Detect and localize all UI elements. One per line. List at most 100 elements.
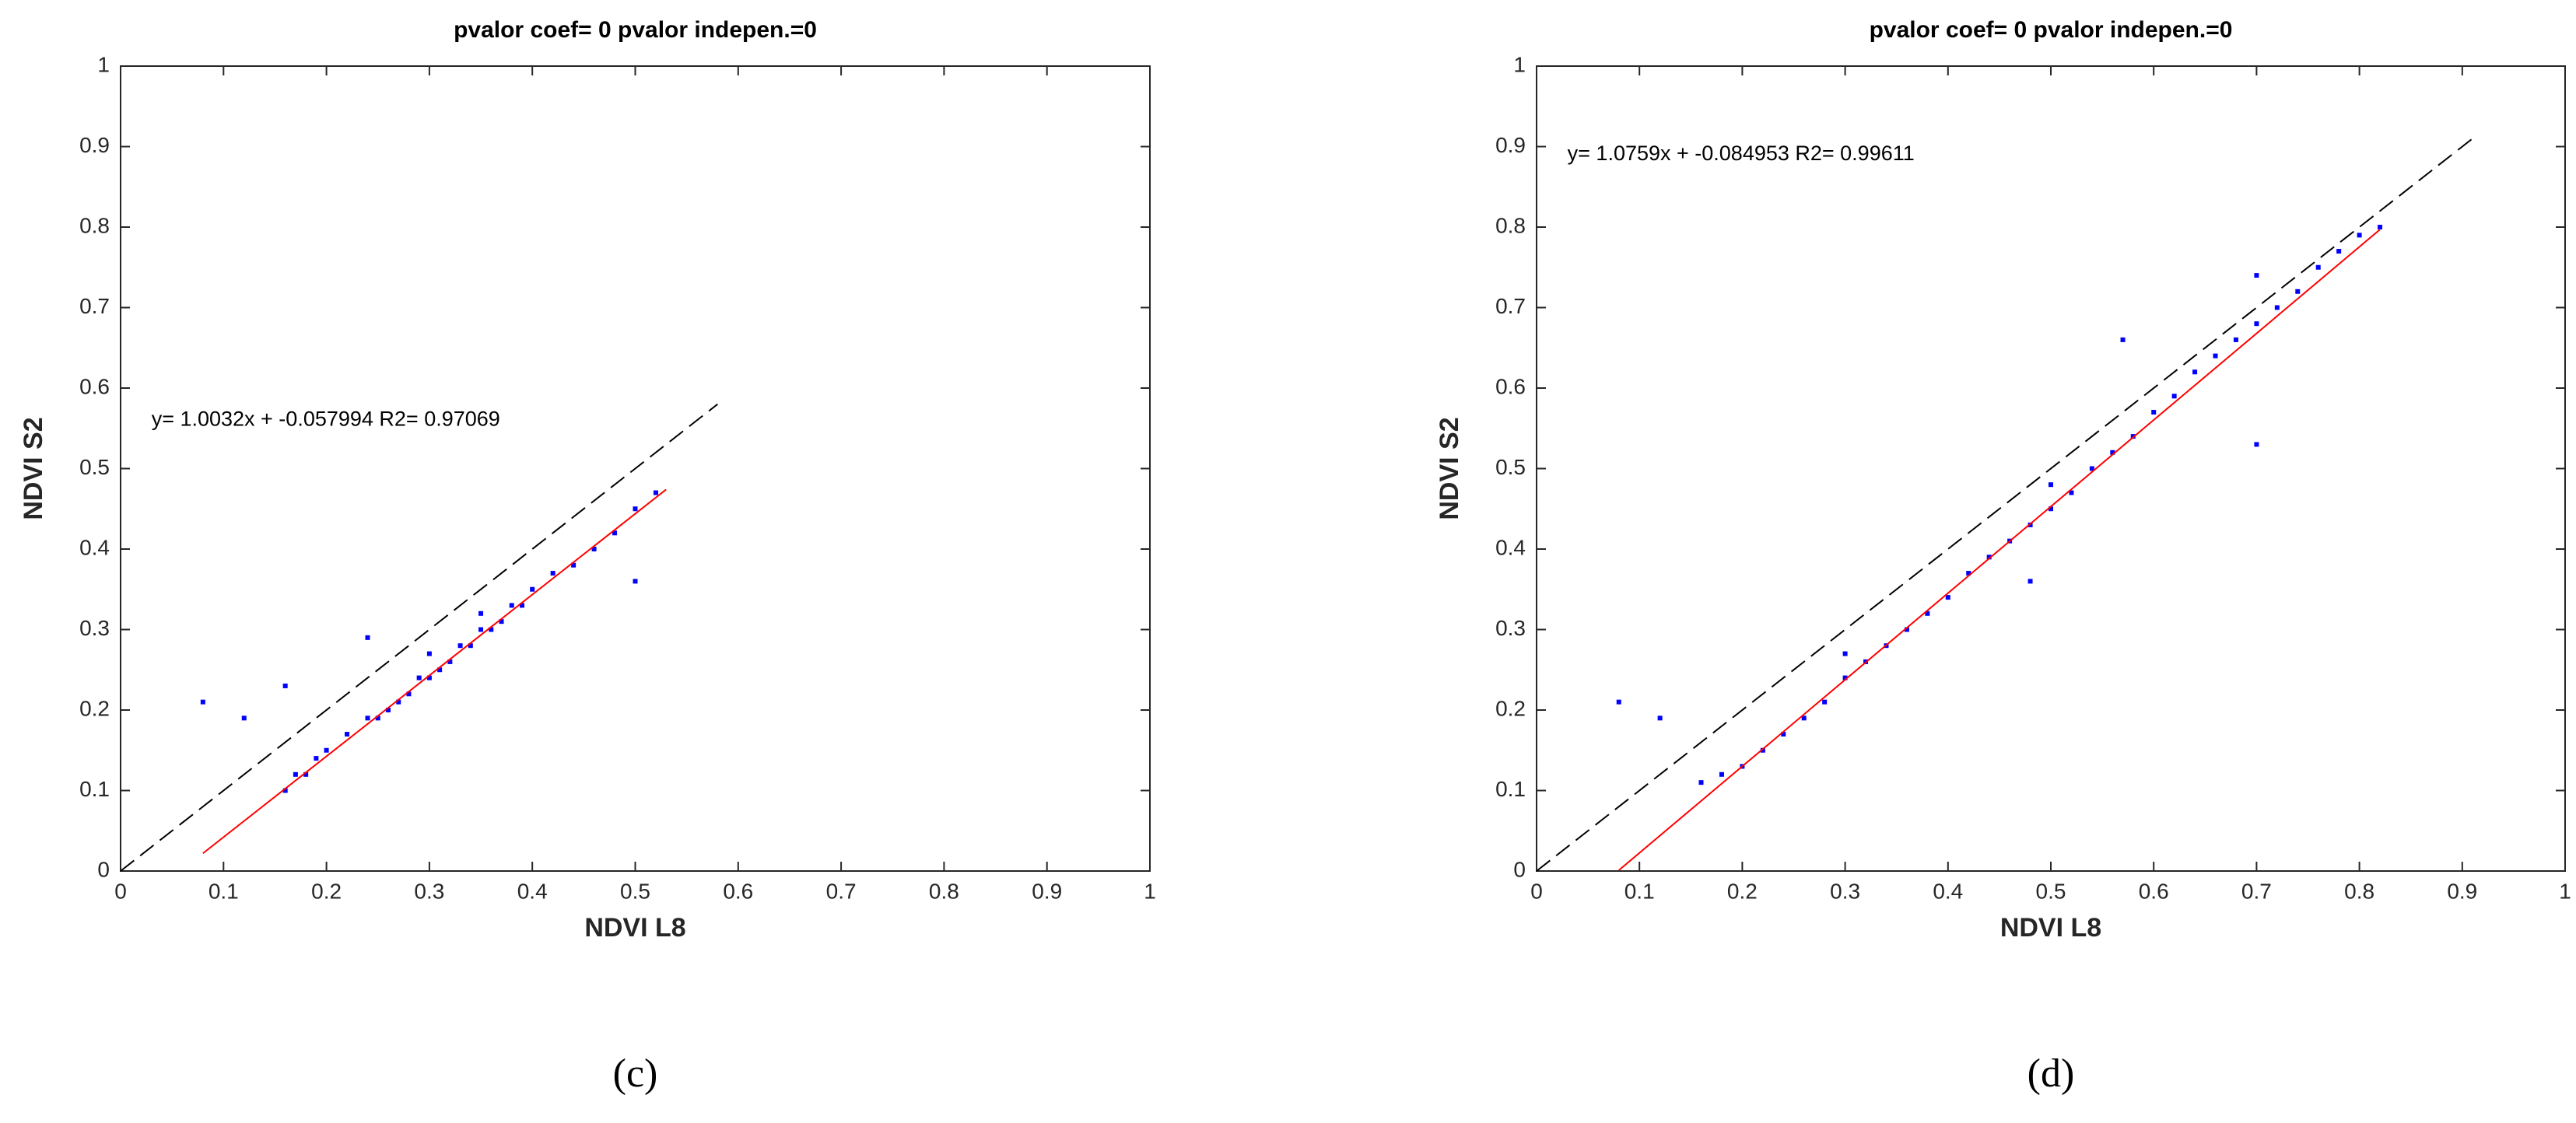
scatter-point xyxy=(1904,627,1909,632)
x-tick-label: 1 xyxy=(1144,879,1156,903)
scatter-point xyxy=(478,627,484,632)
scatter-point xyxy=(365,715,370,721)
x-tick-label: 0.7 xyxy=(826,879,857,903)
x-tick-label: 0.6 xyxy=(723,879,753,903)
scatter-point xyxy=(2069,490,2074,495)
scatter-point xyxy=(633,506,638,512)
scatter-point xyxy=(2089,466,2094,471)
scatter-point xyxy=(282,683,288,688)
scatter-point xyxy=(2049,482,2053,488)
scatter-point xyxy=(447,659,453,664)
scatter-point xyxy=(591,547,597,551)
scatter-point xyxy=(437,667,443,673)
scatter-point xyxy=(365,635,370,640)
y-tick-label: 0.1 xyxy=(1495,777,1526,801)
scatter-point xyxy=(303,771,309,777)
fit-line xyxy=(1618,229,2381,871)
y-tick-label: 0.7 xyxy=(1495,294,1526,318)
y-tick-label: 0.2 xyxy=(79,696,110,720)
scatter-point xyxy=(633,579,638,584)
y-tick-label: 0.8 xyxy=(1495,213,1526,237)
chart-title: pvalor coef= 0 pvalor indepen.=0 xyxy=(1870,17,2233,43)
scatter-point xyxy=(1616,699,1621,705)
scatter-point xyxy=(241,715,247,721)
scatter-point xyxy=(1945,595,1950,600)
scatter-point xyxy=(416,675,422,680)
x-tick-label: 0.4 xyxy=(517,879,548,903)
x-tick-label: 0.9 xyxy=(1032,879,1062,903)
panel-label: (c) xyxy=(613,1051,658,1096)
scatter-point xyxy=(653,490,658,495)
y-tick-label: 0.9 xyxy=(79,133,110,157)
scatter-point xyxy=(1966,571,1971,576)
fit-line xyxy=(202,488,667,855)
scatter-point xyxy=(1822,699,1828,705)
x-tick-label: 0.5 xyxy=(620,879,650,903)
x-tick-label: 0.9 xyxy=(2447,879,2477,903)
scatter-point xyxy=(2274,305,2280,310)
scatter-point xyxy=(1925,610,1930,616)
scatter-point xyxy=(2315,264,2321,270)
scatter-point xyxy=(2028,522,2033,527)
scatter-point xyxy=(2120,337,2126,342)
y-tick-label: 0.3 xyxy=(79,616,110,640)
scatter-point xyxy=(426,675,432,680)
x-tick-label: 0.3 xyxy=(1830,879,1860,903)
scatter-point xyxy=(1719,771,1724,777)
scatter-point xyxy=(1698,780,1704,785)
scatter-point xyxy=(2378,225,2383,229)
scatter-point xyxy=(2192,369,2198,375)
scatter-point xyxy=(2254,273,2259,278)
x-tick-label: 0.2 xyxy=(1727,879,1758,903)
scatter-point xyxy=(2213,353,2218,359)
scatter-point xyxy=(2151,410,2157,415)
scatter-point xyxy=(314,756,319,761)
scatter-point xyxy=(282,788,288,793)
y-tick-label: 0.5 xyxy=(79,455,110,479)
y-tick-label: 1 xyxy=(97,52,110,76)
scatter-point xyxy=(2233,337,2238,342)
scatter-point xyxy=(1781,732,1786,737)
scatter-point xyxy=(2295,289,2301,294)
scatter-point xyxy=(2357,233,2362,238)
scatter-point xyxy=(200,699,205,705)
y-axis-label: NDVI S2 xyxy=(1435,417,1464,520)
scatter-point xyxy=(396,699,401,705)
x-tick-label: 0.1 xyxy=(209,879,239,903)
y-tick-label: 0.9 xyxy=(1495,133,1526,157)
x-tick-label: 0.2 xyxy=(311,879,342,903)
scatter-point xyxy=(406,691,412,697)
scatter-point xyxy=(2254,442,2259,447)
scatter-point xyxy=(1842,651,1848,656)
y-tick-label: 0 xyxy=(97,857,110,881)
scatter-point xyxy=(571,562,577,568)
scatter-point xyxy=(293,771,298,777)
x-tick-label: 0.8 xyxy=(2344,879,2374,903)
scatter-point xyxy=(1801,715,1807,721)
x-tick-label: 0.5 xyxy=(2036,879,2066,903)
scatter-point xyxy=(489,627,494,632)
scatter-point xyxy=(324,747,329,753)
scatter-point xyxy=(1760,747,1765,753)
reference-line xyxy=(120,403,718,872)
scatter-point xyxy=(426,651,432,656)
scatter-point xyxy=(612,530,618,536)
scatter-point xyxy=(530,586,535,592)
x-tick-label: 0.3 xyxy=(414,879,444,903)
scatter-point xyxy=(550,571,556,576)
scatter-point xyxy=(468,643,473,649)
scatter-point xyxy=(2336,249,2342,254)
x-tick-label: 0.4 xyxy=(1933,879,1963,903)
x-tick-label: 1 xyxy=(2559,879,2571,903)
y-tick-label: 0 xyxy=(1513,857,1526,881)
chart-title: pvalor coef= 0 pvalor indepen.=0 xyxy=(454,17,817,43)
x-axis-label: NDVI L8 xyxy=(2000,913,2101,943)
scatter-point xyxy=(1986,555,1992,560)
y-tick-label: 1 xyxy=(1513,52,1526,76)
y-tick-label: 0.6 xyxy=(1495,374,1526,398)
x-tick-label: 0.6 xyxy=(2139,879,2169,903)
annotation: y= 1.0759x + -0.084953 R2= 0.99611 xyxy=(1568,142,1915,165)
scatter-point xyxy=(2028,579,2033,584)
x-tick-label: 0.7 xyxy=(2241,879,2272,903)
